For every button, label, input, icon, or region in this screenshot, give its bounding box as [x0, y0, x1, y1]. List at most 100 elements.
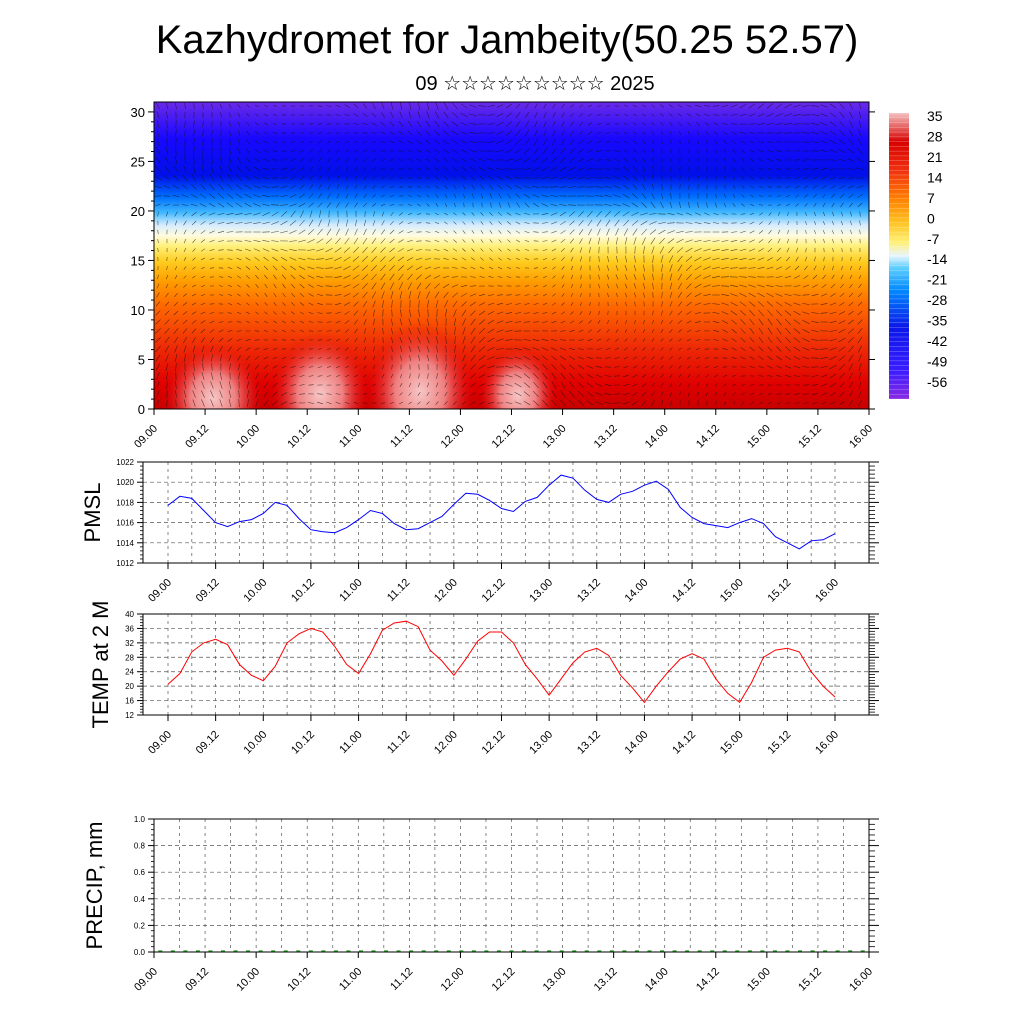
precip-bar	[308, 950, 313, 952]
colorbar-label: -21	[927, 272, 947, 288]
x-tick-label: 16.00	[813, 577, 841, 605]
precip-bar	[735, 950, 740, 952]
y-tick-label: 5	[138, 352, 145, 367]
y-tick-label: 0.4	[134, 895, 146, 904]
precip-bar	[710, 950, 715, 952]
x-tick-label: 13.00	[541, 423, 569, 451]
x-tick-label: 09.00	[146, 577, 174, 605]
x-tick-label: 15.00	[745, 423, 773, 451]
y-tick-label: 20	[125, 682, 134, 691]
x-tick-label: 13.00	[527, 577, 555, 605]
y-tick-label: 1014	[116, 539, 134, 548]
precip-bar	[396, 950, 401, 952]
precip-bar	[609, 950, 614, 952]
precip-bar	[496, 950, 501, 952]
precip-bar	[371, 950, 376, 952]
precip-bar	[459, 950, 464, 952]
x-tick-label: 10.12	[285, 423, 313, 451]
colorbar-label: -7	[927, 231, 940, 247]
x-tick-label: 10.12	[289, 577, 317, 605]
precip-bar	[471, 950, 476, 952]
x-tick-label: 13.12	[575, 577, 603, 605]
precip-bar	[572, 950, 577, 952]
warm-spot	[270, 332, 370, 409]
x-tick-label: 11.00	[337, 423, 364, 450]
x-tick-label: 13.12	[592, 966, 620, 994]
precip-bar	[823, 950, 828, 952]
precip-bar	[421, 950, 426, 952]
x-tick-label: 13.12	[592, 423, 620, 451]
x-tick-label: 14.12	[670, 729, 698, 757]
x-tick-label: 15.12	[766, 577, 794, 605]
x-tick-label: 09.00	[146, 729, 174, 757]
precip-panel: 0.0 0.2 0.4 0.6 0.8 1.0 09.00 09.12 10.00 10.12 11…	[82, 815, 879, 994]
y-tick-label: 40	[125, 610, 134, 619]
precip-bar	[534, 950, 539, 952]
x-tick-label: 12.12	[480, 577, 508, 605]
y-tick-label: 25	[131, 154, 145, 169]
x-tick-label: 16.00	[813, 729, 841, 757]
x-tick-label: 14.00	[623, 577, 651, 605]
precip-bar	[722, 950, 727, 952]
precip-bar	[409, 950, 414, 952]
x-tick-label: 14.12	[670, 577, 698, 605]
x-tick-label: 14.00	[643, 966, 671, 994]
y-tick-label: 1012	[116, 559, 134, 568]
precip-bar	[484, 950, 489, 952]
colorbar-label: 7	[927, 190, 935, 206]
precip-bar	[158, 950, 163, 952]
x-tick-label: 11.12	[388, 966, 415, 993]
colorbar-label: 14	[927, 169, 943, 185]
precip-bar	[271, 950, 276, 952]
y-tick-label: 0	[138, 402, 145, 417]
warm-spot	[365, 322, 475, 409]
x-tick-label: 15.12	[796, 423, 824, 451]
series-line	[167, 620, 836, 704]
precip-bar	[798, 950, 803, 952]
y-axis-label: TEMP at 2 M	[88, 601, 113, 729]
y-tick-label: 1018	[116, 498, 134, 507]
x-tick-label: 14.00	[643, 423, 671, 451]
precip-bar	[258, 950, 263, 952]
colorbar-label: 21	[927, 149, 943, 165]
pmsl-panel: 1012 1014 1016 1018 1020 1022 09.00 09.12 10.00 1…	[80, 458, 879, 605]
precip-bar	[672, 950, 677, 952]
precip-bar	[283, 950, 288, 952]
x-tick-label: 10.12	[285, 966, 313, 994]
wind-vectors	[154, 102, 864, 408]
colorbar-lines	[889, 112, 909, 400]
x-tick-label: 14.12	[694, 423, 722, 451]
x-tick-label: 09.12	[183, 966, 211, 994]
precip-bar	[522, 950, 527, 952]
precip-bar	[772, 950, 777, 952]
warm-spot	[478, 345, 558, 409]
colorbar-label: -35	[927, 313, 947, 329]
x-tick-label: 12.12	[490, 966, 518, 994]
precip-bar	[547, 950, 552, 952]
precip-bar	[183, 950, 188, 952]
x-tick-label: 12.00	[432, 729, 460, 757]
y-tick-label: 36	[125, 624, 134, 633]
x-tick-label: 12.00	[439, 423, 467, 451]
x-tick-label: 09.00	[132, 423, 160, 451]
y-tick-label: 30	[131, 105, 145, 120]
precip-bar	[848, 950, 853, 952]
x-tick-label: 13.12	[575, 729, 603, 757]
precip-bar	[509, 950, 514, 952]
y-tick-label: 12	[125, 711, 134, 720]
colorbar-label: -42	[927, 333, 947, 349]
colorbar-label: -14	[927, 251, 947, 267]
precip-bar	[685, 950, 690, 952]
precip-bar	[785, 950, 790, 952]
x-tick-label: 11.12	[385, 729, 412, 756]
y-tick-label: 1020	[116, 478, 134, 487]
x-tick-label: 11.00	[337, 577, 364, 604]
heatmap-y-axis: 0 5 10 15 20 25 30	[131, 105, 875, 417]
x-tick-label: 11.00	[337, 966, 364, 993]
x-tick-label: 10.00	[241, 577, 269, 605]
x-tick-label: 10.00	[234, 966, 262, 994]
x-tick-label: 15.12	[766, 729, 794, 757]
chart-title: Kazhydromet for Jambeity(50.25 52.57)	[155, 18, 859, 62]
panel-frame	[142, 461, 870, 564]
